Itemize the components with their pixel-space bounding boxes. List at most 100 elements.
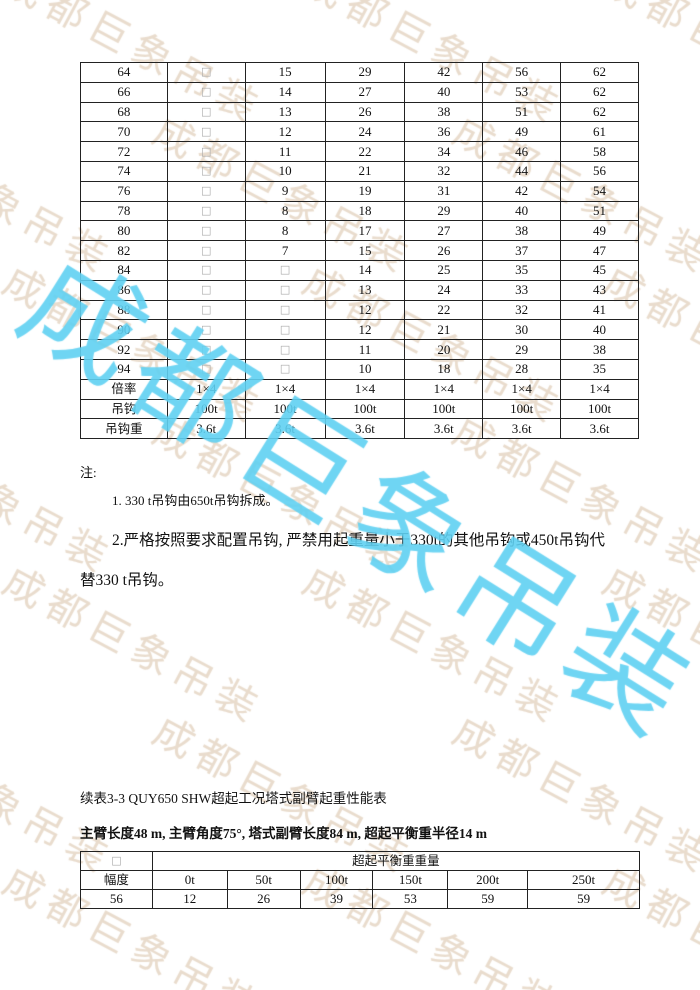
group-header: 超起平衡重重量 [151,851,641,871]
table-cell: 12 [324,319,406,341]
table-row: 86 □ □ 13 24 33 43 [80,279,639,301]
table-cell: 3.6t [244,418,326,440]
table-cell: 31 [404,180,484,202]
table-cell: 40 [404,81,484,103]
table-cell: 3.6t [482,418,562,440]
table-cell: 53 [482,81,562,103]
table-cell: 吊钩 [80,398,168,420]
table-cell: 62 [560,62,639,83]
table-cell: 25 [404,259,484,281]
table-cell: 56 [80,889,153,909]
table-row: 76 □ 9 19 31 42 54 [80,180,639,202]
table-cell: 86 [80,279,168,301]
table-cell: 43 [560,279,639,301]
table-cell: 24 [324,121,406,143]
table-cell: □ [166,62,246,83]
table-cell: 15 [244,62,326,83]
table-cell: 41 [560,299,639,321]
table-cell: 1×4 [404,378,484,400]
table-cell: 21 [324,160,406,182]
table-cell: 100t [166,398,246,420]
table-cell: 68 [80,101,168,123]
table-cell: 24 [404,279,484,301]
table-cell: 1×4 [166,378,246,400]
table-cell: □ [244,279,326,301]
table-cell: □ [166,81,246,103]
table-cell: 45 [560,259,639,281]
table-cell: 64 [80,62,168,83]
table-cell: 13 [244,101,326,123]
table-cell: 28 [482,358,562,380]
table-cell: □ [166,101,246,123]
table-row: 倍率 1×4 1×4 1×4 1×4 1×4 1×4 [80,378,639,400]
table-cell: 40 [482,200,562,222]
table-cell: 47 [560,240,639,261]
table-cell: 40 [560,319,639,341]
table-cell: 11 [244,141,326,162]
table-cell: 100t [324,398,406,420]
table-row: 吊钩重 3.6t 3.6t 3.6t 3.6t 3.6t 3.6t [80,418,639,440]
corner-cell: □ [80,851,153,871]
table-cell: 12 [324,299,406,321]
table-cell: 38 [560,339,639,360]
table-cell: 26 [324,101,406,123]
table-cell: 3.6t [404,418,484,440]
table-row: 84 □ □ 14 25 35 45 [80,259,639,281]
table-cell: 29 [482,339,562,360]
column-header: 250t [527,870,640,890]
table-cell: 15 [324,240,406,261]
table-cell: 80 [80,220,168,242]
table-cell: 8 [244,220,326,242]
table-row: 66 □ 14 27 40 53 62 [80,81,639,103]
note-2-line-2: 替330 t吊钩。 [80,572,174,589]
table-cell: □ [166,180,246,202]
table-cell: 92 [80,339,168,360]
table-cell: 1×4 [560,378,639,400]
table-cell: 88 [80,299,168,321]
table-row: 92 □ □ 11 20 29 38 [80,339,639,360]
table-cell: 1×4 [482,378,562,400]
table-cell: □ [166,141,246,162]
table-cell: 66 [80,81,168,103]
table-cell: 21 [404,319,484,341]
table-cell: 72 [80,141,168,162]
table-cell: 59 [447,889,529,909]
table-cell: 54 [560,180,639,202]
table-cell: 100t [404,398,484,420]
table-cell: 32 [404,160,484,182]
table-cell: 12 [244,121,326,143]
table-cell: □ [244,358,326,380]
table-cell: 9 [244,180,326,202]
table-cell: 59 [527,889,640,909]
table-cell: 90 [80,319,168,341]
table-row: 94 □ □ 10 18 28 35 [80,358,639,380]
table-cell: □ [166,220,246,242]
table-cell: 42 [482,180,562,202]
table-cell: 56 [482,62,562,83]
notes-heading: 注: [80,465,97,480]
table-row: 90 □ □ 12 21 30 40 [80,319,639,341]
table-cell: 29 [404,200,484,222]
table-cell: □ [166,358,246,380]
table-cell: □ [244,339,326,360]
table-cell: 1×4 [324,378,406,400]
table-cell: 12 [151,889,228,909]
note-1: 1. 330 t吊钩由650t吊钩拆成。 [112,493,279,508]
table-cell: 62 [560,81,639,103]
table-cell: 53 [372,889,449,909]
table-row: 78 □ 8 18 29 40 51 [80,200,639,222]
column-header: 150t [372,870,449,890]
table-row: 吊钩 100t 100t 100t 100t 100t 100t [80,398,639,420]
column-header: 0t [151,870,228,890]
table-cell: 84 [80,259,168,281]
table-cell: 36 [404,121,484,143]
table-cell: 3.6t [560,418,639,440]
table-cell: □ [166,319,246,341]
table-cell: □ [166,121,246,143]
table-cell: 14 [244,81,326,103]
table-row: 82 □ 7 15 26 37 47 [80,240,639,261]
table-cell: 30 [482,319,562,341]
table-cell: 33 [482,279,562,301]
table-cell: □ [244,319,326,341]
table-cell: 22 [324,141,406,162]
